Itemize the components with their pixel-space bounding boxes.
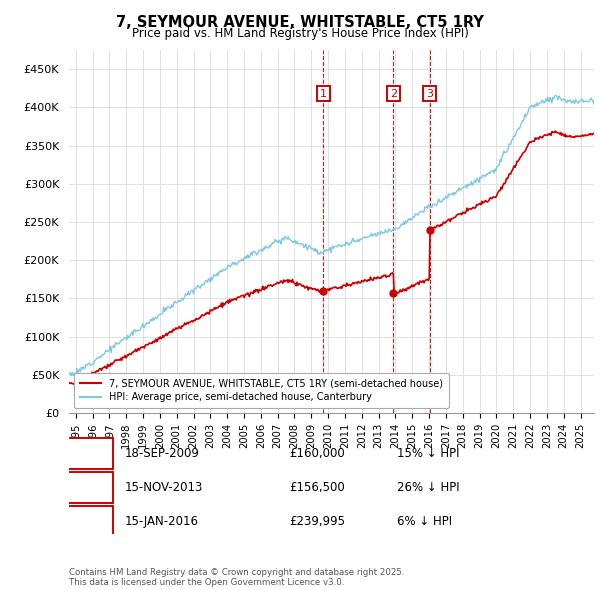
Legend: 7, SEYMOUR AVENUE, WHITSTABLE, CT5 1RY (semi-detached house), HPI: Average price: 7, SEYMOUR AVENUE, WHITSTABLE, CT5 1RY (…	[74, 372, 449, 408]
FancyBboxPatch shape	[64, 472, 113, 503]
Text: 1: 1	[85, 447, 92, 460]
Text: 3: 3	[426, 88, 433, 99]
Text: 6% ↓ HPI: 6% ↓ HPI	[397, 515, 452, 528]
Text: 26% ↓ HPI: 26% ↓ HPI	[397, 481, 459, 494]
Text: Price paid vs. HM Land Registry's House Price Index (HPI): Price paid vs. HM Land Registry's House …	[131, 27, 469, 40]
Text: 2: 2	[390, 88, 397, 99]
Text: 2: 2	[85, 481, 92, 494]
Text: £239,995: £239,995	[289, 515, 345, 528]
Text: 15-JAN-2016: 15-JAN-2016	[125, 515, 199, 528]
FancyBboxPatch shape	[64, 438, 113, 469]
Text: 18-SEP-2009: 18-SEP-2009	[125, 447, 200, 460]
Text: 15% ↓ HPI: 15% ↓ HPI	[397, 447, 459, 460]
Text: 15-NOV-2013: 15-NOV-2013	[125, 481, 203, 494]
Text: £156,500: £156,500	[289, 481, 345, 494]
Text: 1: 1	[320, 88, 327, 99]
Text: 3: 3	[85, 515, 92, 528]
Text: £160,000: £160,000	[289, 447, 345, 460]
Text: 7, SEYMOUR AVENUE, WHITSTABLE, CT5 1RY: 7, SEYMOUR AVENUE, WHITSTABLE, CT5 1RY	[116, 15, 484, 30]
Text: Contains HM Land Registry data © Crown copyright and database right 2025.
This d: Contains HM Land Registry data © Crown c…	[69, 568, 404, 587]
FancyBboxPatch shape	[64, 506, 113, 537]
